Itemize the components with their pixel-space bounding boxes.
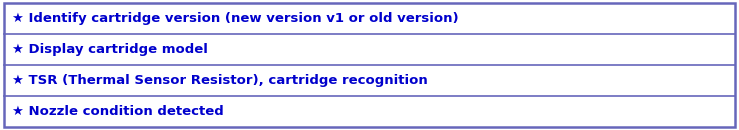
Text: ★ Display cartridge model: ★ Display cartridge model (12, 43, 208, 56)
Text: ★ Identify cartridge version (new version v1 or old version): ★ Identify cartridge version (new versio… (12, 12, 459, 25)
Text: ★ TSR (Thermal Sensor Resistor), cartridge recognition: ★ TSR (Thermal Sensor Resistor), cartrid… (12, 74, 428, 87)
Text: ★ Nozzle condition detected: ★ Nozzle condition detected (12, 105, 224, 118)
